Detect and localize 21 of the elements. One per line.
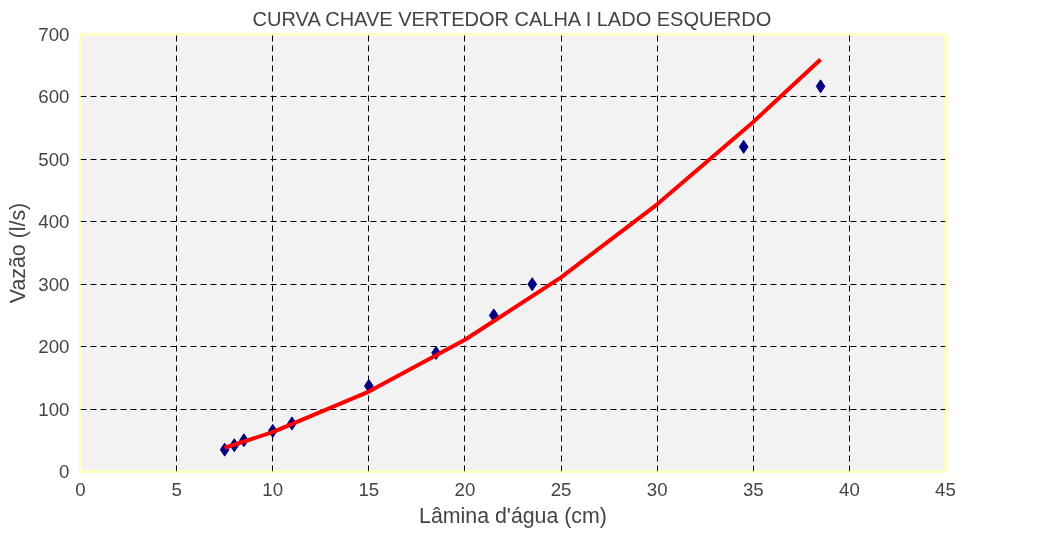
y-tick-label: 300 <box>38 273 70 295</box>
y-tick-label: 500 <box>38 148 70 170</box>
chart-title: CURVA CHAVE VERTEDOR CALHA I LADO ESQUERDO <box>252 7 772 30</box>
x-tick-label: 35 <box>742 478 764 500</box>
y-tick-label: 200 <box>38 336 70 358</box>
y-tick-label: 700 <box>38 24 70 45</box>
y-axis-title: Vazão (l/s) <box>6 202 31 304</box>
x-tick-label: 25 <box>550 478 572 500</box>
x-tick-label: 5 <box>171 478 182 500</box>
y-tick-label: 0 <box>59 461 70 482</box>
x-tick-label: 40 <box>839 478 860 500</box>
y-tick-label: 400 <box>38 211 70 233</box>
y-tick-label: 600 <box>38 86 70 108</box>
x-tick-label: 20 <box>454 478 476 500</box>
x-tick-label: 10 <box>262 478 284 500</box>
x-axis-title: Lâmina d'água (cm) <box>419 503 607 528</box>
x-tick-label: 30 <box>646 478 668 500</box>
y-tick-label: 100 <box>38 398 70 420</box>
x-tick-label: 0 <box>75 478 86 500</box>
x-tick-label: 45 <box>935 478 956 500</box>
x-tick-label: 15 <box>358 478 380 500</box>
